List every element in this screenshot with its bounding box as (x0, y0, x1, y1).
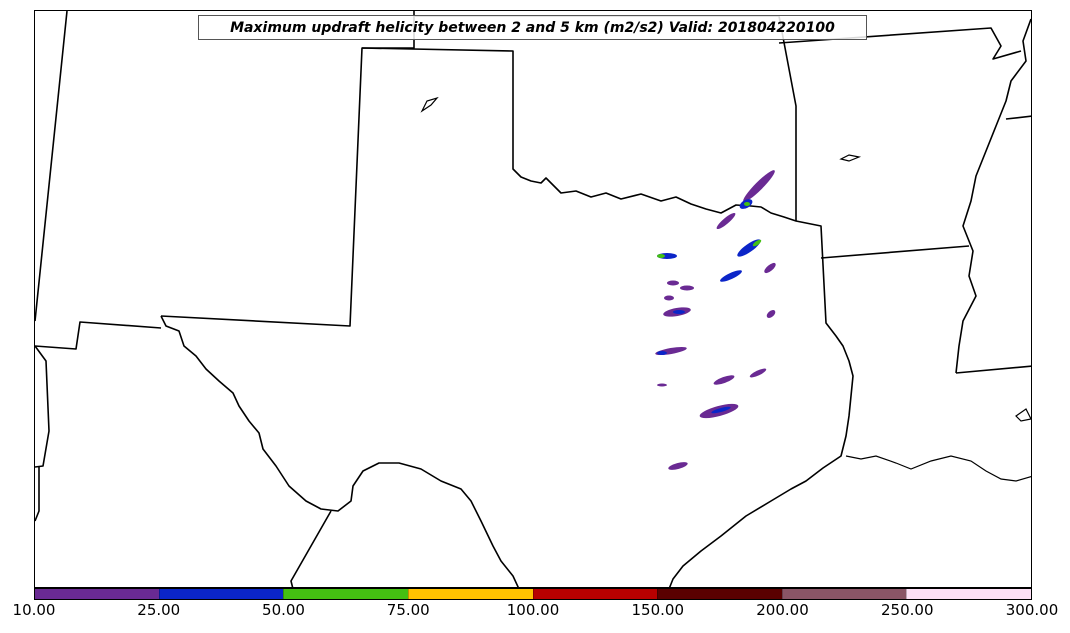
colorbar-tick-label: 150.00 (631, 601, 685, 619)
swath (657, 254, 665, 258)
colorbar-tick-label: 100.00 (506, 601, 560, 619)
arkansas-louisiana-border (820, 245, 970, 259)
map-title: Maximum updraft helicity between 2 and 5… (198, 15, 867, 40)
arizona-border (35, 345, 50, 468)
swath (680, 285, 694, 291)
colorbar-segment (906, 589, 1031, 599)
swath (716, 212, 736, 230)
swath (657, 383, 667, 387)
swath (720, 270, 742, 282)
swath (655, 346, 687, 356)
colorbar-ticks: 10.00 25.00 50.00 75.00 100.00 150.00 200.00 25… (0, 600, 1070, 630)
lake-ar (839, 154, 862, 162)
gulf-coast (845, 455, 1031, 482)
mississippi-river-border (955, 18, 1031, 374)
swath (752, 239, 762, 247)
swath (664, 295, 674, 301)
oklahoma-arkansas-border (778, 15, 797, 221)
swath (743, 170, 775, 202)
louisiana-coast-detail (1015, 408, 1031, 422)
texas-border (160, 47, 854, 587)
colorbar-segment (407, 589, 533, 599)
swath (766, 310, 776, 318)
new-mexico-south-border (35, 321, 162, 350)
louisiana-mississippi-border (955, 365, 1031, 374)
mexico-border-west (35, 466, 40, 522)
helicity-swaths (655, 170, 776, 470)
colorbar-segment (781, 589, 907, 599)
missouri-arkansas-border (778, 27, 1022, 60)
colorbar (34, 588, 1032, 600)
map-canvas (35, 11, 1031, 587)
colorbar-tick-label: 300.00 (1005, 601, 1059, 619)
colorbar-tick-label: 250.00 (881, 601, 934, 619)
colorbar-tick-label: 10.00 (12, 601, 56, 619)
swath (744, 202, 750, 206)
swath (713, 375, 735, 385)
colorbar-tick-label: 50.00 (262, 601, 305, 619)
swath (668, 462, 688, 470)
new-mexico-west-border (35, 11, 68, 322)
colorbar-tick-label: 200.00 (756, 601, 809, 619)
lake-ok (420, 96, 439, 113)
swath (749, 368, 767, 378)
state-borders (35, 11, 1031, 587)
swath (764, 262, 776, 274)
colorbar-segment (283, 589, 408, 599)
colorbar-tick-label: 25.00 (137, 601, 181, 619)
colorbar-segment (35, 589, 159, 599)
colorbar-segment (657, 589, 782, 599)
colorbar-segment (158, 589, 284, 599)
colorbar-tick-label: 75.00 (386, 601, 430, 619)
swath (673, 310, 685, 314)
rio-grande-border (160, 315, 519, 587)
swath (711, 406, 731, 414)
mississippi-alabama-border (1005, 115, 1031, 120)
colorbar-segment (532, 589, 658, 599)
mexico-inner-border (290, 510, 332, 587)
swath (657, 351, 667, 355)
coastline (420, 96, 1031, 482)
map-panel (34, 10, 1032, 588)
swath (667, 280, 679, 286)
